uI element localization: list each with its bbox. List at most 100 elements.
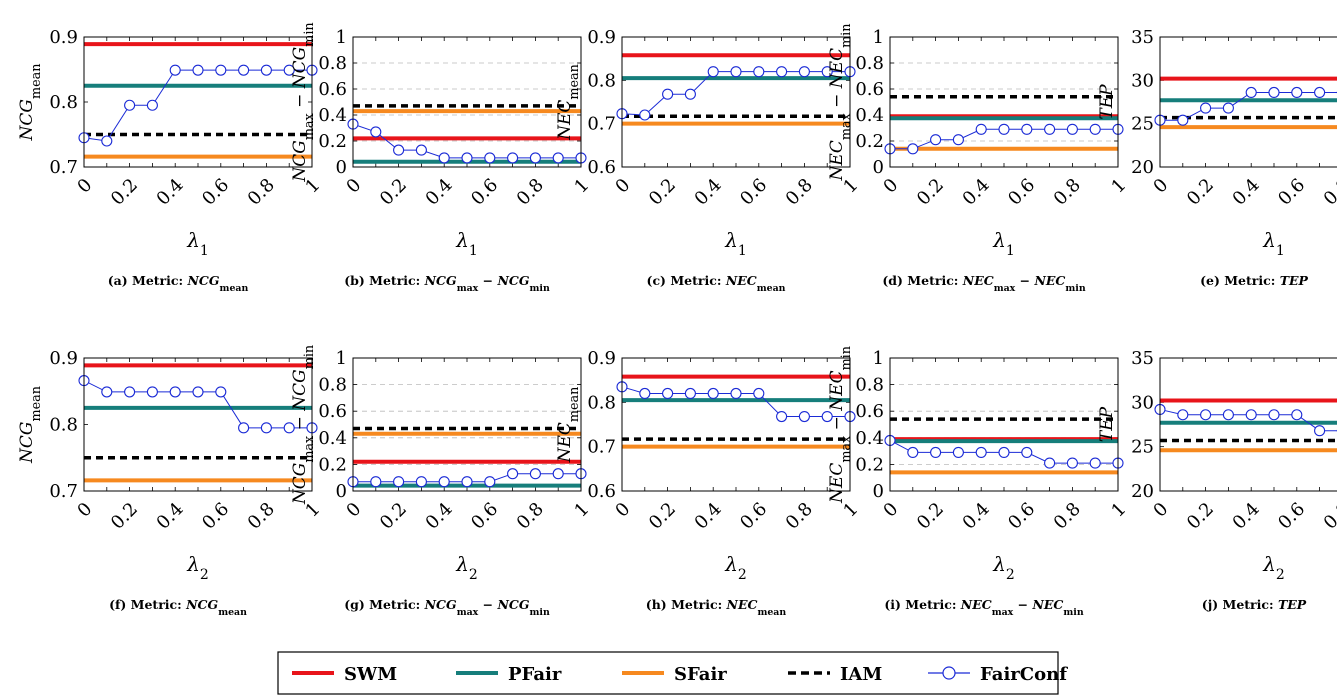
y-axis-label: NECmean	[555, 387, 582, 464]
x-tick-label: 1	[1107, 499, 1130, 522]
legend-label-fairconf: FairConf	[980, 664, 1068, 685]
x-tick-label: 0.6	[1274, 499, 1309, 534]
x-tick-label: 0.8	[782, 499, 817, 534]
plot-frame	[83, 357, 313, 492]
x-tick-label: 0	[1149, 499, 1172, 522]
x-tick-label: 0.8	[244, 499, 279, 534]
legend-label-sfair: SFair	[674, 664, 727, 685]
panel-caption: (a) Metric: NCGmean	[108, 273, 249, 294]
y-tick-label: 0.2	[318, 131, 347, 152]
y-tick-label: 0.7	[587, 114, 616, 135]
plot-frame	[1159, 36, 1337, 168]
fairconf-point	[283, 64, 295, 76]
fairconf-point	[1291, 86, 1303, 99]
fairconf-point	[753, 387, 765, 400]
plot-frame	[889, 357, 1119, 492]
y-axis-label: NCGmax − NCGmin	[290, 345, 317, 505]
chart-panel-g: 0 0.2 0.4 0.6 0.8 1 0 0.2 0.4 0.6 0.8 1 NCGmax − NCG…	[290, 345, 593, 618]
fairconf-point	[370, 126, 382, 138]
y-tick-label: 0.7	[49, 481, 78, 502]
fairconf-point	[639, 109, 651, 121]
panel-caption: (h) Metric: NECmean	[646, 597, 787, 618]
y-tick-label: 0.6	[318, 401, 347, 422]
fairconf-point	[370, 476, 382, 488]
fairconf-point	[662, 387, 674, 400]
x-tick-label: 0.4	[959, 499, 994, 534]
fairconf-point	[821, 66, 833, 78]
fairconf-point	[639, 387, 651, 400]
x-tick-label: 0.2	[913, 175, 948, 210]
y-tick-label: 0.8	[318, 375, 347, 396]
x-axis-label: λ2	[992, 552, 1015, 583]
plot-frame	[83, 36, 313, 168]
plot-frame	[621, 36, 851, 168]
fairconf-point	[1222, 102, 1234, 114]
y-tick-label: 0.6	[318, 79, 347, 100]
fairconf-point	[684, 387, 696, 400]
x-tick-label: 0	[611, 175, 634, 198]
fairconf-point	[707, 66, 719, 78]
x-tick-label: 0.2	[107, 175, 142, 210]
y-axis-label: NECmax − NECmin	[827, 24, 854, 182]
y-tick-label: 1	[873, 348, 884, 369]
chart-panel-i: 0 0.2 0.4 0.6 0.8 1 0 0.2 0.4 0.6 0.8 1 NECmax − NEC…	[827, 346, 1130, 617]
x-tick-label: 0.6	[467, 175, 502, 210]
fairconf-point	[684, 88, 696, 100]
y-tick-label: 0.8	[587, 70, 616, 91]
fairconf-point	[1044, 123, 1056, 135]
x-tick-label: 0.8	[513, 499, 548, 534]
panel-caption: (b) Metric: NCGmax − NCGmin	[344, 273, 550, 294]
fairconf-point	[1177, 114, 1189, 126]
series-line-fairconf	[83, 69, 312, 142]
x-tick-label: 0.2	[645, 175, 680, 210]
fairconf-point	[283, 422, 295, 434]
x-tick-label: 0.4	[959, 175, 994, 210]
chart-panel-h: 0.6 0.7 0.8 0.9 0 0.2 0.4 0.6 0.8 1 NECmean λ2 (h) M…	[555, 348, 862, 618]
x-tick-label: 0.6	[198, 499, 233, 534]
fairconf-point	[1089, 457, 1101, 469]
fairconf-point	[238, 64, 250, 76]
y-axis-label: TEP	[1097, 84, 1117, 120]
fairconf-point	[1044, 457, 1056, 469]
y-tick-label: 0.9	[49, 27, 78, 48]
fairconf-point	[1021, 123, 1033, 135]
y-tick-label: 0.7	[49, 157, 78, 178]
x-tick-label: 0.6	[467, 499, 502, 534]
legend-label-pfair: PFair	[508, 664, 562, 685]
fairconf-point	[662, 88, 674, 100]
fairconf-point	[1021, 446, 1033, 458]
x-tick-label: 1	[1107, 175, 1130, 198]
x-tick-label: 0.2	[1183, 499, 1218, 534]
fairconf-point	[930, 446, 942, 458]
plot-frame	[621, 357, 851, 492]
x-axis-label: λ2	[1262, 552, 1285, 583]
x-tick-label: 0.6	[1004, 499, 1039, 534]
x-axis-label: λ2	[724, 552, 747, 583]
x-tick-label: 0	[611, 499, 634, 522]
y-axis-label: NECmax − NECmin	[827, 346, 854, 504]
fairconf-point	[776, 66, 788, 78]
fairconf-point	[1314, 425, 1326, 437]
x-axis-label: λ2	[455, 552, 478, 583]
x-tick-label: 0	[342, 499, 365, 522]
panel-caption: (e) Metric: TEP	[1200, 273, 1308, 288]
plot-frame	[1159, 357, 1337, 492]
fairconf-point	[101, 135, 113, 147]
y-tick-label: 30	[1131, 392, 1154, 413]
fairconf-point	[1066, 123, 1078, 135]
y-tick-label: 0	[336, 157, 347, 178]
y-tick-label: 0.6	[855, 401, 884, 422]
fairconf-point	[552, 152, 564, 164]
fairconf-point	[1200, 409, 1212, 421]
legend-label-iam: IAM	[840, 664, 882, 685]
y-tick-label: 0.9	[587, 27, 616, 48]
y-tick-label: 1	[873, 27, 884, 48]
x-tick-label: 1	[570, 499, 593, 522]
fairconf-point	[1314, 86, 1326, 99]
fairconf-point	[393, 476, 405, 488]
fairconf-point	[169, 64, 181, 76]
x-tick-label: 0.4	[1229, 175, 1264, 210]
y-tick-label: 0.8	[587, 392, 616, 413]
